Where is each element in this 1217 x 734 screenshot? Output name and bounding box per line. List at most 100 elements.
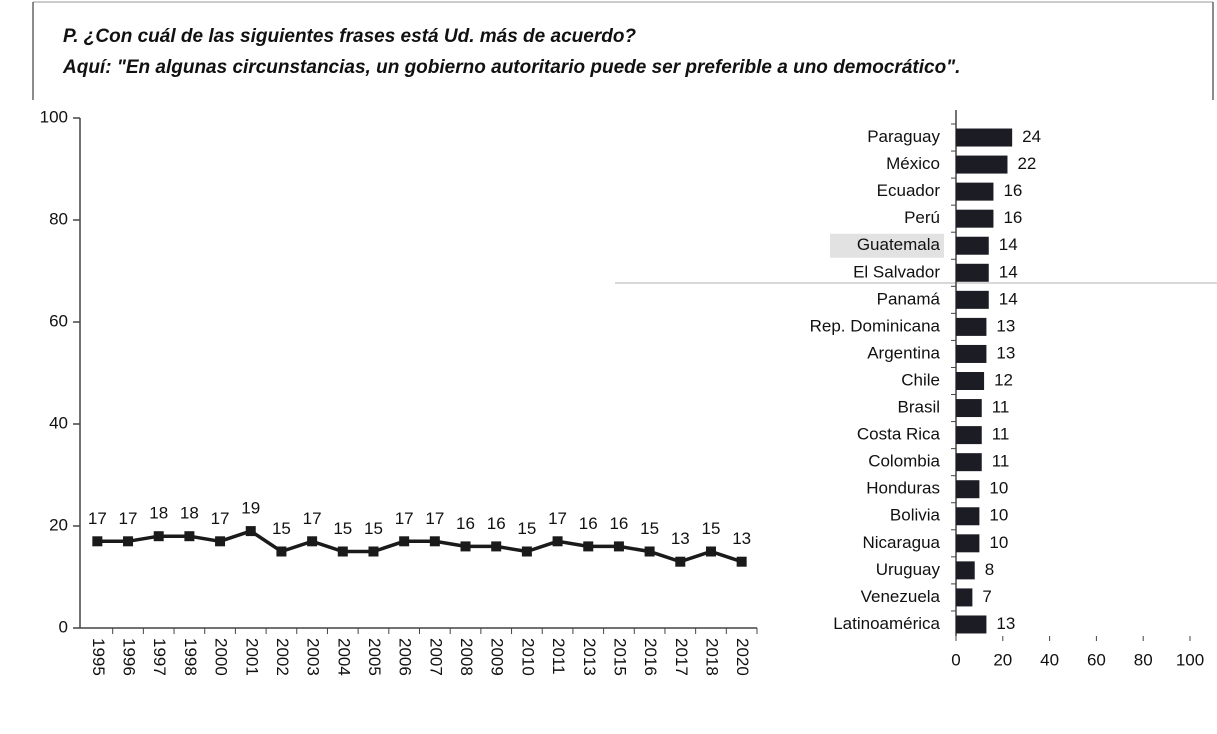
category-label: Ecuador <box>877 181 941 200</box>
value-label: 17 <box>303 509 322 528</box>
x-tick-label: 1997 <box>150 638 169 676</box>
line <box>97 529 743 564</box>
x-tick-label: 2006 <box>396 638 415 676</box>
x-tick-label: 1995 <box>89 638 108 676</box>
value-label: 10 <box>989 506 1008 525</box>
marker <box>552 536 563 547</box>
value-label: 10 <box>989 533 1008 552</box>
marker <box>276 546 287 557</box>
value-label: 16 <box>609 514 628 533</box>
value-label: 14 <box>999 289 1018 308</box>
marker <box>613 541 624 552</box>
value-label: 11 <box>992 452 1010 471</box>
value-label: 15 <box>272 519 291 538</box>
value-label: 17 <box>88 509 107 528</box>
category-label: Costa Rica <box>857 425 941 444</box>
marker <box>583 541 594 552</box>
highlight <box>830 233 944 258</box>
marker <box>491 541 502 552</box>
value-label: 15 <box>364 519 383 538</box>
x-tick-label: 2001 <box>242 638 261 676</box>
marker <box>184 531 195 542</box>
marker <box>307 536 318 547</box>
x-tick-label: 20 <box>993 650 1012 669</box>
x-tick-label: 2009 <box>488 638 507 676</box>
y-tick-label: 100 <box>40 107 68 126</box>
x-tick-label: 60 <box>1087 650 1106 669</box>
category-label: El Salvador <box>853 262 940 281</box>
value-label: 22 <box>1017 154 1036 173</box>
x-tick-label: 2013 <box>580 638 599 676</box>
marker <box>736 556 747 567</box>
bar <box>956 372 985 390</box>
value-label: 12 <box>994 370 1013 389</box>
marker <box>399 536 410 547</box>
x-tick-label: 2002 <box>273 638 292 676</box>
value-label: 17 <box>395 509 414 528</box>
marker <box>337 546 348 557</box>
x-tick-label: 2003 <box>304 638 323 676</box>
marker <box>368 546 379 557</box>
category-label: Brasil <box>897 398 940 417</box>
value-label: 16 <box>487 514 506 533</box>
marker <box>123 536 134 547</box>
value-label: 15 <box>517 519 536 538</box>
marker <box>675 556 686 567</box>
y-tick-label: 0 <box>59 617 68 636</box>
category-label: Perú <box>904 208 940 227</box>
value-label: 17 <box>211 509 230 528</box>
marker <box>245 526 256 537</box>
value-label: 13 <box>996 316 1015 335</box>
bar <box>956 615 987 634</box>
category-label: Paraguay <box>867 127 940 146</box>
bar <box>956 453 982 472</box>
x-tick-label: 1998 <box>181 638 200 676</box>
x-tick-label: 2016 <box>641 638 660 676</box>
value-label: 13 <box>996 343 1015 362</box>
value-label: 16 <box>456 514 475 533</box>
x-tick-label: 100 <box>1176 650 1204 669</box>
x-tick-label: 1996 <box>120 638 139 676</box>
value-label: 16 <box>579 514 598 533</box>
bar <box>956 399 982 418</box>
x-tick-label: 2011 <box>549 638 568 675</box>
value-label: 16 <box>1003 181 1022 200</box>
marker <box>521 546 532 557</box>
x-tick-label: 80 <box>1134 650 1153 669</box>
x-tick-label: 2008 <box>457 638 476 676</box>
x-tick-label: 2020 <box>733 638 752 676</box>
value-label: 7 <box>982 587 991 606</box>
category-label: Nicaragua <box>863 533 941 552</box>
bar <box>956 480 980 499</box>
y-tick-label: 80 <box>49 209 68 228</box>
marker <box>429 536 440 547</box>
value-label: 15 <box>333 519 352 538</box>
y-tick-label: 40 <box>49 413 68 432</box>
bar <box>956 534 980 553</box>
category-label: Colombia <box>868 452 940 471</box>
x-tick-label: 2018 <box>702 638 721 676</box>
x-tick-label: 2000 <box>212 638 231 676</box>
bar <box>956 426 982 445</box>
category-label: Guatemala <box>857 235 941 254</box>
value-label: 10 <box>989 479 1008 498</box>
bar <box>956 155 1008 174</box>
category-label: Bolivia <box>890 506 941 525</box>
bar <box>956 507 980 526</box>
bar <box>956 588 973 607</box>
value-label: 11 <box>992 425 1010 444</box>
bar <box>956 290 989 309</box>
category-label: Chile <box>901 370 940 389</box>
value-label: 17 <box>548 509 567 528</box>
x-tick-label: 2004 <box>334 638 353 676</box>
value-label: 24 <box>1022 127 1041 146</box>
marker <box>92 536 103 547</box>
bar <box>956 128 1013 147</box>
bar <box>956 263 989 282</box>
x-tick-label: 2017 <box>672 638 691 676</box>
bar <box>956 344 987 363</box>
value-label: 18 <box>149 504 168 523</box>
bar <box>956 209 994 228</box>
value-label: 8 <box>985 560 994 579</box>
value-label: 14 <box>999 235 1018 254</box>
